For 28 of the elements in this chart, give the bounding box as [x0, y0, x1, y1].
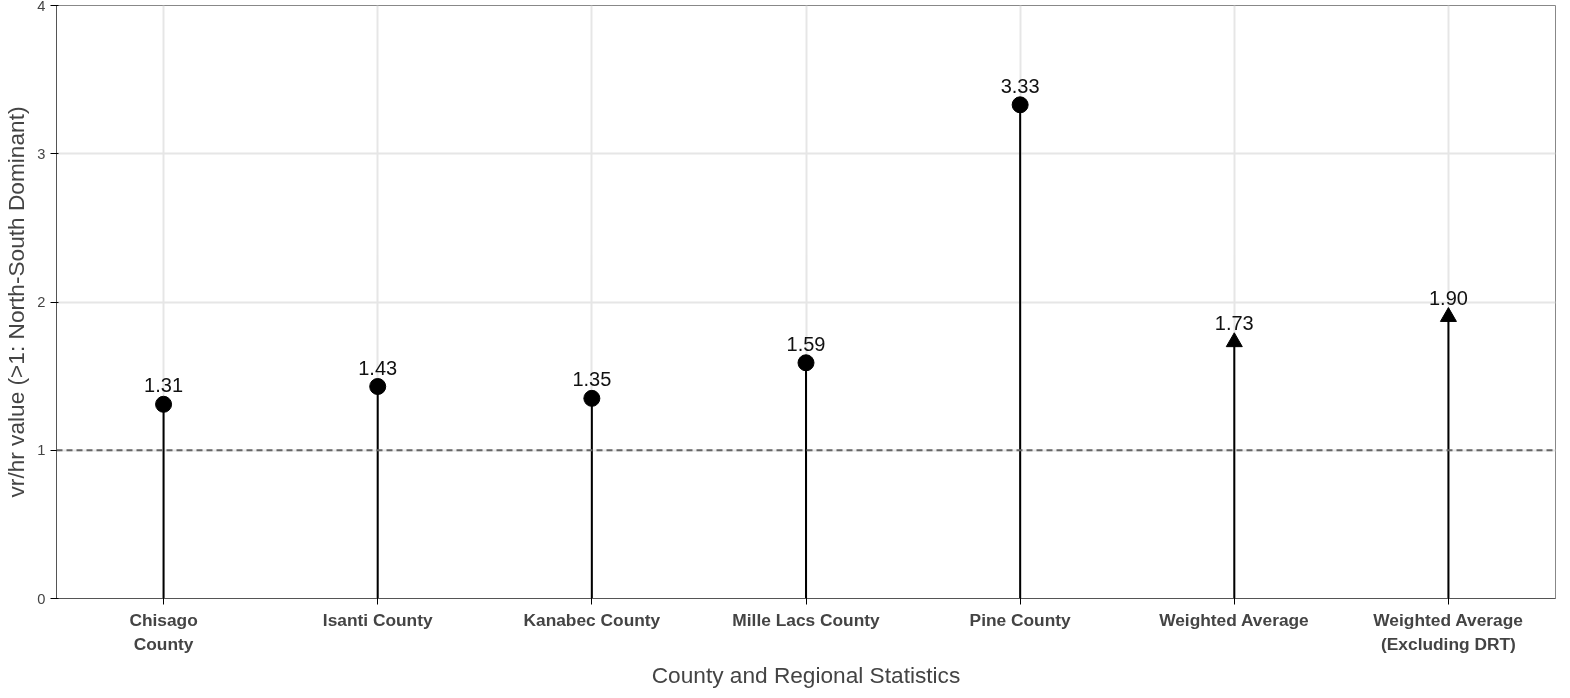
y-tick-label: 3 — [37, 145, 46, 162]
y-tick-label: 0 — [37, 590, 46, 607]
text: 1.59 — [786, 332, 826, 355]
point — [583, 389, 601, 407]
point — [1439, 307, 1457, 322]
x-tick-label: Weighted Average (Excluding DRT) — [1373, 609, 1524, 654]
point — [797, 354, 815, 372]
y-tick-label: 2 — [37, 294, 46, 310]
point — [1225, 332, 1243, 348]
y-tick-label: 1 — [37, 442, 46, 459]
x-tick-label: Weighted Average — [1159, 609, 1310, 630]
text: 1.31 — [144, 374, 184, 397]
text: 1.35 — [572, 368, 612, 391]
y-axis-title: vr/hr value (>1: North-South Dominant) — [3, 106, 30, 498]
text: 1.43 — [358, 356, 398, 379]
point — [155, 395, 173, 413]
text: 1.90 — [1428, 286, 1468, 309]
x-axis-title: County and Regional Statistics — [651, 661, 961, 688]
point — [1011, 96, 1029, 114]
point — [369, 378, 387, 395]
x-tick-label: Pine County — [969, 609, 1072, 630]
x-tick-label: Chisago County — [129, 609, 198, 654]
x-tick-label: Isanti County — [322, 609, 433, 630]
text: 1.73 — [1214, 312, 1254, 335]
x-tick-label: Kanabec County — [523, 609, 661, 630]
text: 3.33 — [1000, 74, 1040, 97]
y-tick-label: 4 — [37, 0, 46, 14]
x-tick-label: Mille Lacs County — [732, 609, 881, 630]
